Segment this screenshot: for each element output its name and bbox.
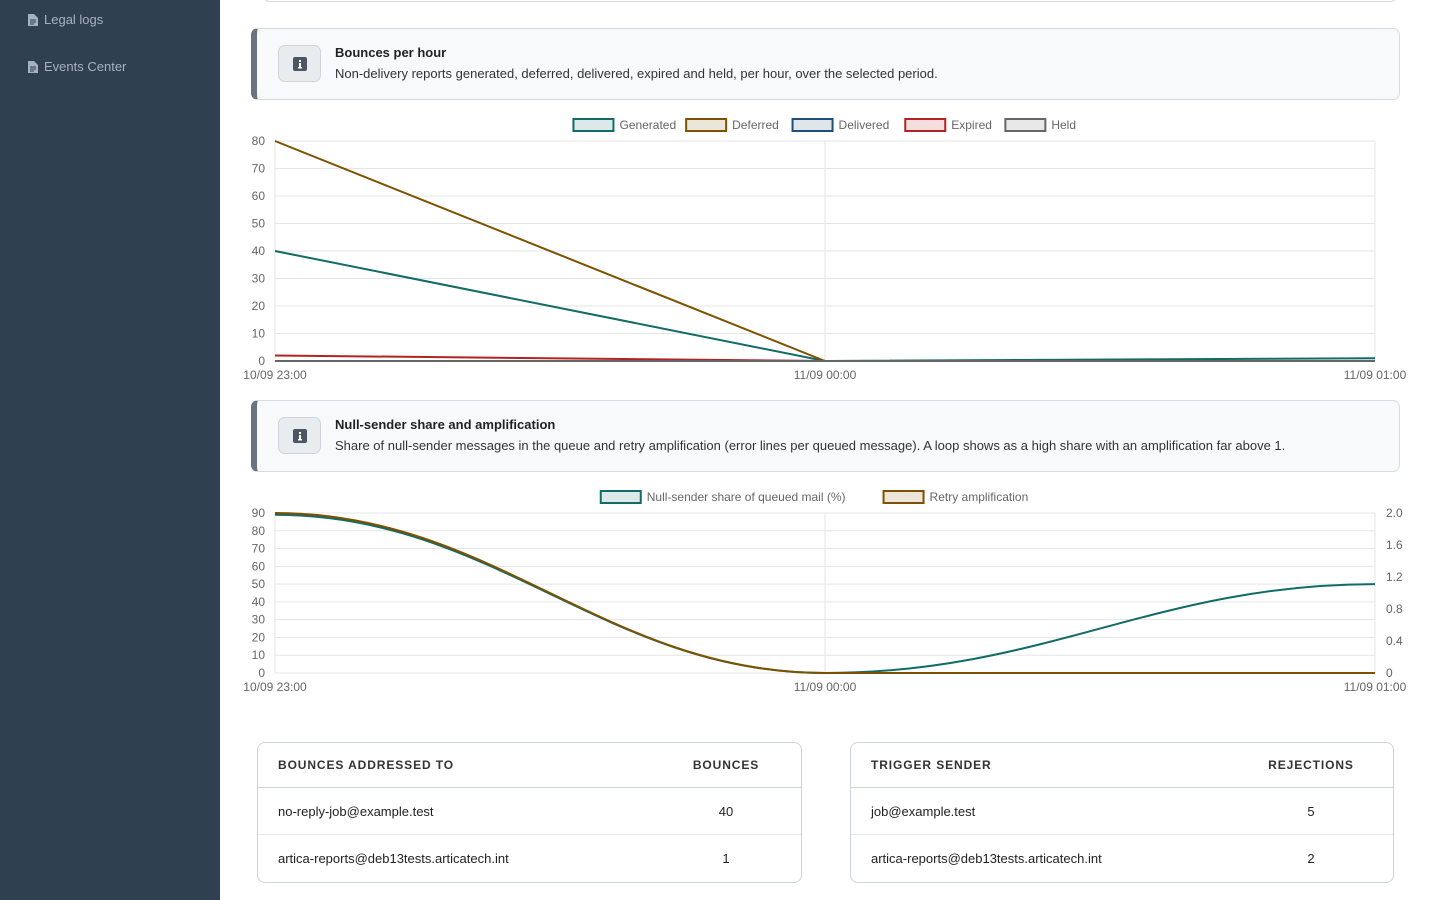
legend-swatch (685, 118, 728, 132)
table-cell: 1 (722, 851, 730, 866)
column-header[interactable]: TRIGGER SENDER (871, 758, 992, 772)
sidebar-item-label: Events Center (44, 59, 127, 74)
y-tick-label: 10 (252, 648, 266, 662)
x-tick-label: 11/09 00:00 (794, 368, 857, 382)
legend-swatch (599, 490, 642, 504)
bounces-addressed-table: BOUNCES ADDRESSED TO BOUNCES no-reply-jo… (257, 742, 802, 883)
table-cell: 40 (718, 803, 734, 819)
y-tick-label: 40 (252, 595, 266, 609)
y-tick-label: 70 (252, 162, 266, 176)
info-icon (278, 417, 321, 454)
y-tick-label: 70 (252, 542, 266, 556)
null-sender-chart: 0 10 20 30 40 50 60 70 80 90 10/09 23:00 11/09 00:0… (243, 490, 1407, 694)
y2-tick-label: 0.4 (1386, 634, 1403, 648)
legend-swatch (791, 118, 834, 132)
table-row[interactable]: job@example.test 5 (851, 788, 1393, 835)
y2-tick-label: 1.6 (1386, 538, 1403, 552)
legend-label: Null-sender share of queued mail (%) (647, 490, 846, 504)
y-tick-label: 50 (252, 577, 266, 591)
y2-tick-label: 2.0 (1386, 506, 1403, 520)
y-tick-label: 50 (252, 217, 266, 231)
y-tick-label: 0 (258, 354, 265, 368)
table-cell: 2 (1307, 851, 1315, 866)
legend-label: Held (1051, 118, 1076, 132)
legend-swatch (882, 490, 925, 504)
y-tick-label: 20 (252, 630, 266, 644)
info-box-description: Share of null-sender messages in the que… (335, 438, 1286, 453)
legend-label: Retry amplification (930, 490, 1029, 504)
y-tick-label: 60 (252, 189, 266, 203)
column-header[interactable]: BOUNCES (692, 758, 760, 772)
x-tick-label: 11/09 00:00 (794, 680, 857, 694)
y-tick-label: 80 (252, 134, 266, 148)
x-tick-label: 11/09 01:00 (1344, 368, 1407, 382)
y-tick-label: 30 (252, 272, 266, 286)
sidebar-item-events-center[interactable]: Events Center (28, 59, 126, 74)
legend-swatch (572, 118, 615, 132)
table-row[interactable]: no-reply-job@example.test 40 (258, 788, 801, 835)
y-tick-label: 40 (252, 244, 266, 258)
info-icon (278, 45, 321, 82)
y2-tick-label: 1.2 (1386, 570, 1403, 584)
bounces-per-hour-chart: 0 10 20 30 40 50 60 70 80 10/09 23:00 11/09 00:00 1… (243, 118, 1407, 382)
legend-swatch (1004, 118, 1047, 132)
y-tick-label: 80 (252, 524, 266, 538)
sidebar-item-legal-logs[interactable]: Legal logs (28, 12, 103, 27)
trigger-sender-table: TRIGGER SENDER REJECTIONS job@example.te… (850, 742, 1394, 883)
y2-tick-label: 0.8 (1386, 602, 1403, 616)
table-cell: artica-reports@deb13tests.articatech.int (871, 851, 1102, 866)
info-box-null-sender: Null-sender share and amplification Shar… (251, 400, 1400, 472)
y-tick-label: 60 (252, 559, 266, 573)
column-header[interactable]: REJECTIONS (1268, 758, 1354, 772)
y-tick-label: 30 (252, 613, 266, 627)
info-box-description: Non-delivery reports generated, deferred… (335, 66, 938, 81)
legend-label: Expired (951, 118, 992, 132)
y-tick-label: 10 (252, 327, 266, 341)
sidebar: Legal logs Events Center (0, 0, 220, 900)
series-line (274, 512, 1375, 674)
table-row[interactable]: artica-reports@deb13tests.articatech.int… (258, 835, 801, 882)
y2-tick-label: 0 (1386, 666, 1393, 680)
x-tick-label: 10/09 23:00 (243, 368, 307, 382)
x-tick-label: 11/09 01:00 (1344, 680, 1407, 694)
table-header: BOUNCES ADDRESSED TO BOUNCES (258, 743, 801, 788)
file-icon (28, 13, 38, 26)
file-icon (28, 60, 38, 73)
x-tick-label: 10/09 23:00 (243, 680, 307, 694)
column-header[interactable]: BOUNCES ADDRESSED TO (278, 758, 455, 772)
previous-panel-edge (262, 0, 1398, 2)
legend-label: Generated (619, 118, 676, 132)
table-header: TRIGGER SENDER REJECTIONS (851, 743, 1393, 788)
legend-swatch (904, 118, 947, 132)
info-box-bounces: Bounces per hour Non-delivery reports ge… (251, 28, 1400, 100)
table-row[interactable]: artica-reports@deb13tests.articatech.int… (851, 835, 1393, 882)
y-tick-label: 90 (252, 506, 266, 520)
table-cell: 5 (1307, 803, 1315, 819)
info-box-title: Bounces per hour (335, 45, 447, 60)
legend-label: Deferred (732, 118, 779, 132)
y-tick-label: 0 (258, 666, 265, 680)
main-content: Bounces per hour Non-delivery reports ge… (220, 0, 1440, 900)
table-cell: job@example.test (871, 803, 976, 819)
table-cell: artica-reports@deb13tests.articatech.int (278, 851, 509, 866)
info-box-title: Null-sender share and amplification (335, 417, 556, 432)
sidebar-item-label: Legal logs (44, 12, 104, 27)
y-tick-label: 20 (252, 299, 266, 313)
legend-label: Delivered (839, 118, 890, 132)
table-cell: no-reply-job@example.test (278, 803, 434, 819)
